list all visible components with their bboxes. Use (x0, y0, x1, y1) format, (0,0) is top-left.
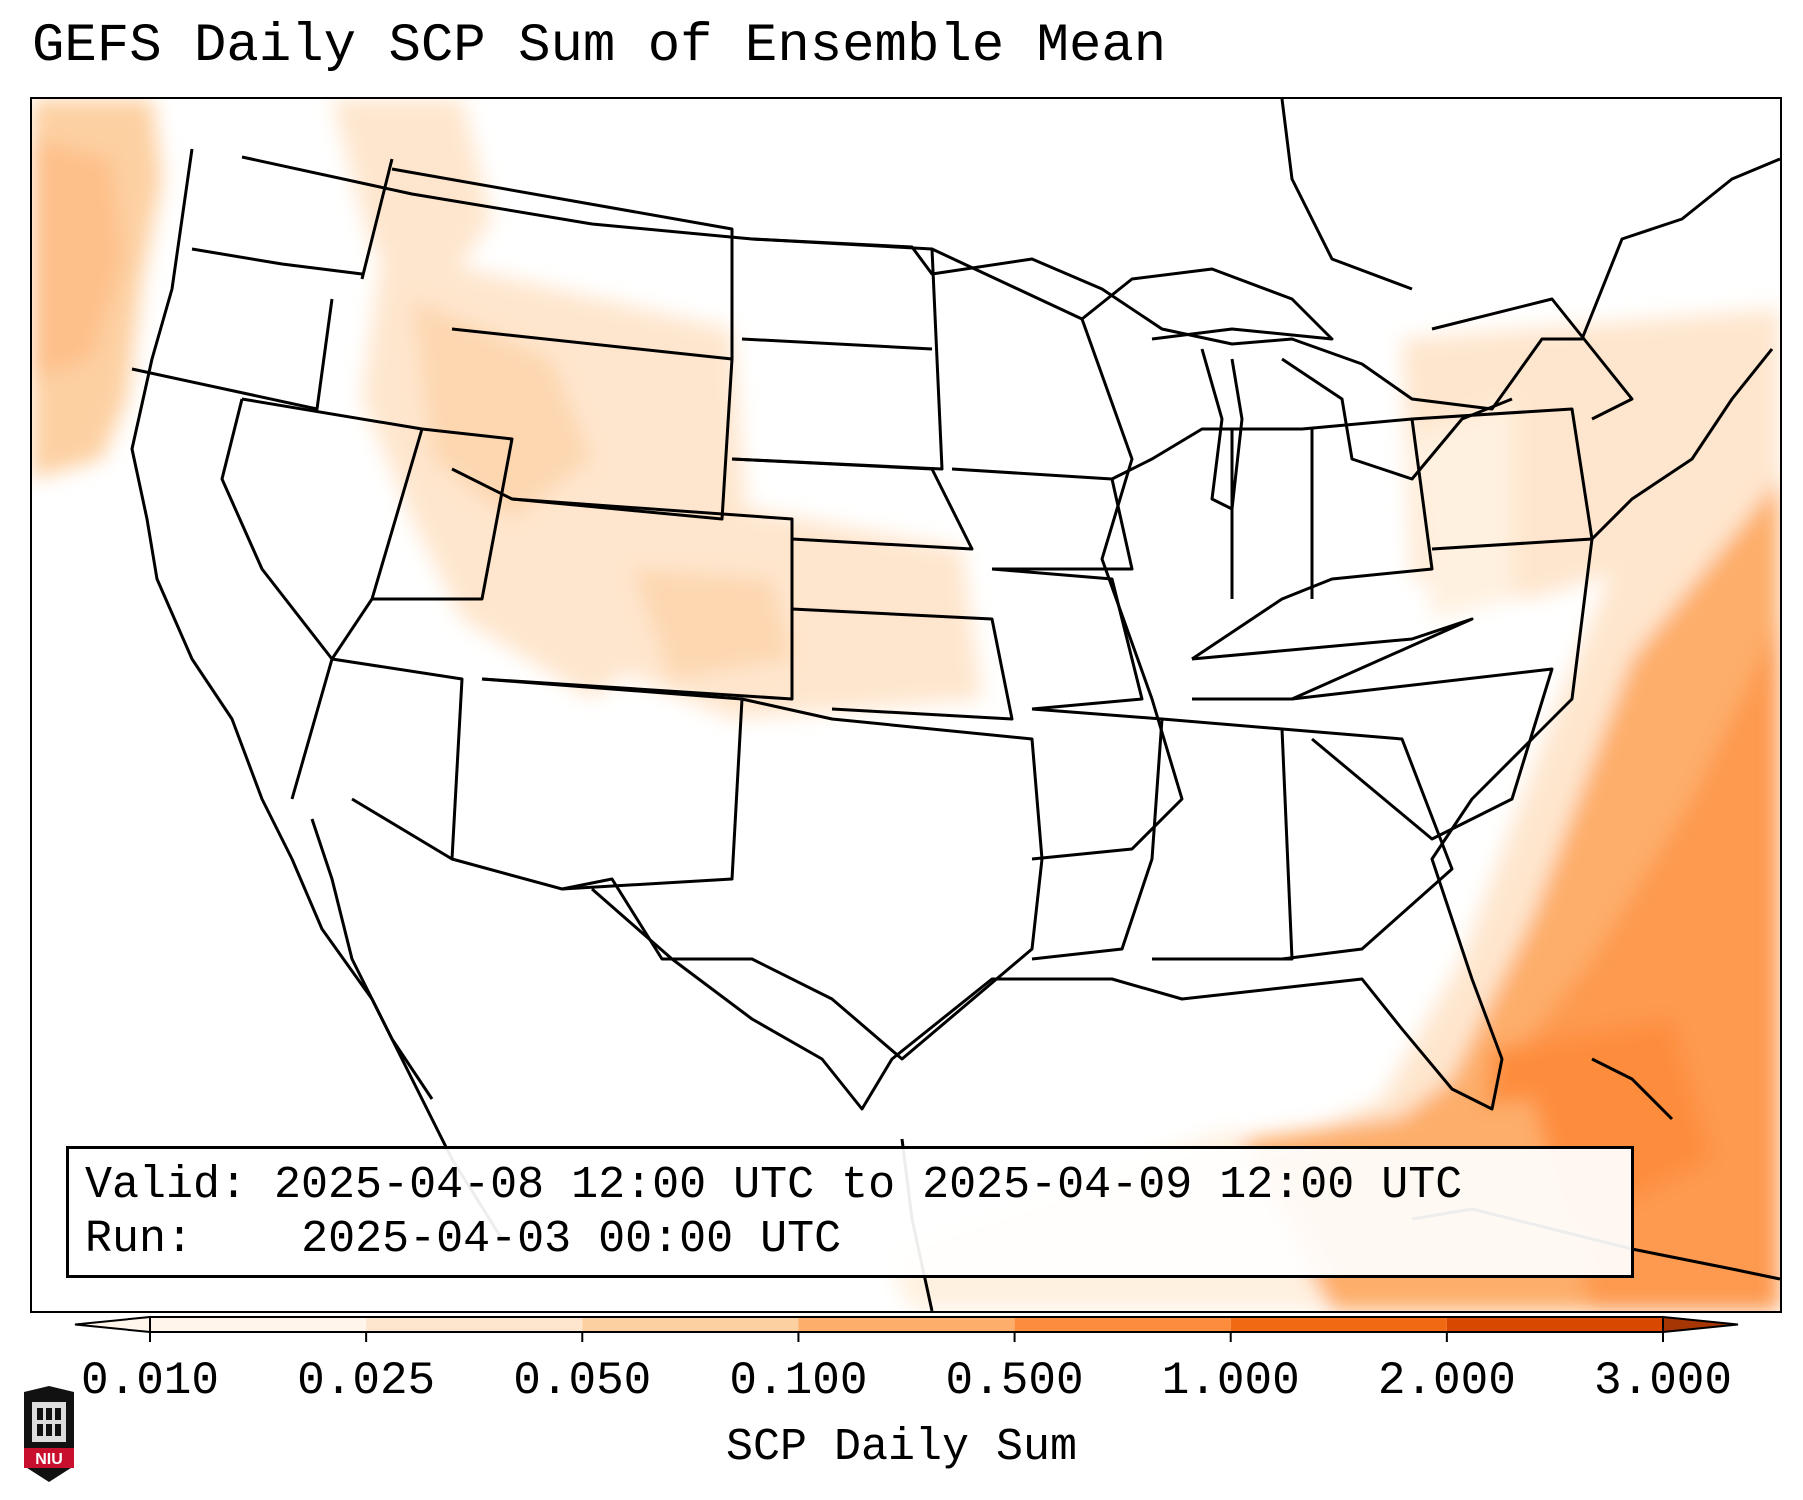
colorbar-tick-label: 0.050 (513, 1355, 652, 1407)
dakotas (731, 237, 944, 471)
id-west-border (360, 158, 394, 280)
colorbar-label: SCP Daily Sum (725, 1422, 1078, 1473)
colorbar-tick-label: 0.500 (945, 1355, 1084, 1407)
ks-ok (791, 607, 1014, 721)
colorbar-outline (149, 1316, 1664, 1333)
mid-atlantic-field (1412, 399, 1512, 619)
colorbar-segment (1014, 1317, 1231, 1332)
nm-box (451, 677, 744, 891)
colorbar-extend-high (1662, 1315, 1739, 1334)
lake-huron-erie (1281, 357, 1513, 481)
lake-michigan (1200, 348, 1244, 511)
colorbar-segments (74, 1315, 1739, 1334)
mo-box (991, 567, 1144, 711)
map-panel[interactable] (30, 97, 1782, 1313)
rockies-core (412, 299, 592, 519)
run-line: Run: 2025-04-03 00:00 UTC (85, 1217, 841, 1262)
wy-box (451, 327, 734, 521)
lake-superior (1081, 267, 1334, 341)
nw-states (131, 298, 334, 411)
carolinas (1291, 667, 1554, 841)
niu-logo: NIU (24, 1386, 74, 1482)
az-nm (331, 657, 464, 861)
valid-line: Valid: 2025-04-08 12:00 UTC to 2025-04-0… (85, 1163, 1462, 1208)
colorbar-segment (1446, 1317, 1663, 1332)
pa-box (1411, 407, 1594, 551)
canada-coast (1280, 99, 1413, 291)
colorbar-segment (150, 1317, 367, 1332)
colorbar-tick-marks (149, 1332, 1664, 1342)
ia-box (951, 467, 1134, 571)
pacific-field-inner (32, 139, 122, 379)
gulf-coast (591, 348, 1774, 1111)
colorbar (74, 1315, 1739, 1342)
baja-coast (310, 818, 434, 1100)
valid-label: Valid: (85, 1160, 248, 1211)
ar-la (1031, 707, 1164, 961)
colorbar-tick-label: 1.000 (1161, 1355, 1300, 1407)
bahamas (1591, 1057, 1674, 1121)
il-in-oh (1111, 417, 1434, 661)
run-value: 2025-04-03 00:00 UTC (301, 1214, 842, 1265)
colorbar-tick-label: 0.010 (80, 1355, 220, 1407)
run-label: Run: (85, 1214, 194, 1265)
mt-south (391, 167, 734, 359)
colorbar-tick-label: 3.000 (1593, 1355, 1733, 1407)
scp-map (32, 99, 1780, 1311)
or-wa-border (191, 247, 363, 276)
valid-value: 2025-04-08 12:00 UTC to 2025-04-09 12:00… (274, 1160, 1463, 1211)
map-title: GEFS Daily SCP Sum of Ensemble Mean (32, 16, 1167, 77)
ca-nv-border (220, 398, 334, 800)
colorbar-segment (366, 1317, 583, 1332)
colorbar-extend-low (74, 1315, 151, 1334)
ne-ks (731, 457, 974, 551)
ny-ne (1431, 297, 1634, 421)
logo-text: NIU (35, 1451, 63, 1468)
plains-core (632, 569, 792, 679)
nd-sd (741, 337, 933, 351)
scp-shading (32, 99, 1780, 1311)
ga-fl (1281, 727, 1454, 961)
colorbar-segment (798, 1317, 1015, 1332)
colorbar-tick-label: 2.000 (1377, 1355, 1516, 1407)
northwest-field (332, 99, 492, 279)
colorbar-tick-label: 0.025 (297, 1355, 436, 1407)
texas (561, 697, 1044, 1061)
ut-co (372, 427, 514, 601)
colorbar-tick-label: 0.100 (729, 1355, 868, 1407)
ms-al (1152, 717, 1294, 961)
valid-run-box: Valid: 2025-04-08 12:00 UTC to 2025-04-0… (66, 1146, 1634, 1278)
colorbar-segment (582, 1317, 799, 1332)
nv-ut-border (241, 397, 424, 660)
colorbar-segment (1230, 1317, 1447, 1332)
tn-ky (1191, 617, 1474, 701)
mn-ia-mo (931, 247, 1184, 861)
logo-band (24, 1448, 74, 1468)
